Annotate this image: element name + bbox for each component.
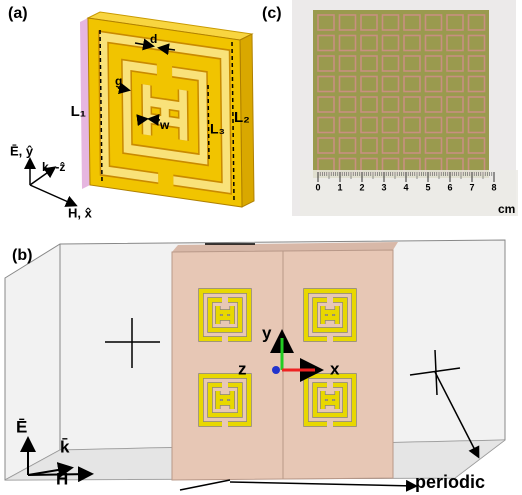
label: d (150, 32, 157, 46)
axis-z (272, 366, 280, 374)
label: g (115, 74, 122, 88)
label: (b) (12, 247, 32, 264)
arrow (30, 185, 75, 205)
label: 0 (315, 182, 320, 192)
ruler (300, 170, 518, 216)
label: k̄ (60, 437, 70, 456)
arrow (230, 482, 415, 486)
label: z (238, 359, 247, 378)
label: w (159, 118, 170, 132)
label: Ē, ŷ (10, 143, 34, 158)
label: x (330, 359, 340, 378)
figure: (a) d g w L₁ L₂ L₃ Ē, ŷ k, -ẑ H, x̂ 0 1 2 3 4 5 6 7 8cm (c)… (0, 0, 522, 495)
label: 3 (381, 182, 386, 192)
label: (a) (8, 5, 28, 22)
label: 4 (403, 182, 408, 192)
label: cm (498, 202, 515, 216)
label: 1 (337, 182, 342, 192)
label: 7 (469, 182, 474, 192)
arrow (150, 119, 160, 120)
label: k, -ẑ (42, 160, 65, 174)
label: L₁ (71, 103, 86, 120)
label: 8 (491, 182, 496, 192)
label: L₂ (234, 109, 250, 126)
label: (c) (262, 5, 282, 22)
label: y (262, 323, 272, 342)
label: 6 (447, 182, 452, 192)
arrow (138, 119, 146, 120)
label: H, x̂ (68, 205, 93, 220)
label: 5 (425, 182, 430, 192)
label: periodic (415, 472, 485, 492)
label: Ē (16, 417, 27, 436)
label: 2 (359, 182, 364, 192)
label: H̄ (56, 469, 68, 488)
label: L₃ (210, 121, 225, 137)
